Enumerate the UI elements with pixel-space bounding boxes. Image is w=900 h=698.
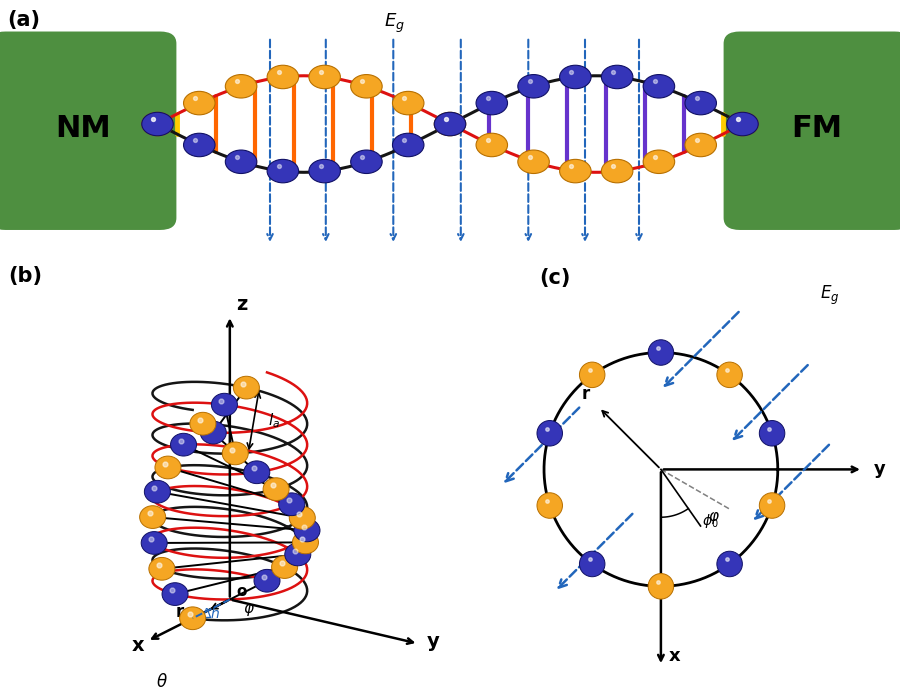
Text: $\varphi$: $\varphi$ [243,602,255,618]
Circle shape [222,442,248,465]
Circle shape [155,456,181,479]
Circle shape [601,159,633,183]
Text: (b): (b) [9,266,42,286]
Text: r: r [176,602,184,621]
Circle shape [476,133,508,157]
Text: $\theta$: $\theta$ [156,673,168,690]
Circle shape [233,376,259,399]
Circle shape [580,551,605,577]
Text: $\varphi$: $\varphi$ [708,510,720,526]
Text: FM: FM [792,114,842,143]
Text: (c): (c) [539,267,571,288]
Circle shape [434,112,466,136]
Text: $\Delta h$: $\Delta h$ [202,607,220,621]
Circle shape [727,112,758,136]
Circle shape [537,493,562,519]
Circle shape [601,65,633,89]
Text: $l_a$: $l_a$ [268,411,280,430]
Circle shape [144,480,170,503]
Text: r: r [581,385,590,403]
Circle shape [263,478,289,500]
Circle shape [294,519,320,542]
Circle shape [476,91,508,115]
Circle shape [717,551,742,577]
Circle shape [685,133,716,157]
Circle shape [392,91,424,115]
Text: NM: NM [55,114,111,143]
Circle shape [225,75,256,98]
Circle shape [717,362,742,387]
Circle shape [351,150,382,174]
Text: (a): (a) [7,10,40,30]
Circle shape [142,112,173,136]
Circle shape [162,583,188,605]
Text: y: y [873,461,886,478]
FancyBboxPatch shape [0,31,176,230]
Circle shape [284,543,310,566]
Circle shape [142,112,173,136]
Text: $E_g$: $E_g$ [383,12,405,35]
Circle shape [201,421,226,444]
Circle shape [212,393,238,416]
Circle shape [289,507,315,529]
Circle shape [254,570,280,592]
Circle shape [184,91,215,115]
Text: x: x [132,636,145,655]
Circle shape [225,150,256,174]
Circle shape [644,150,675,174]
Circle shape [140,506,166,528]
Circle shape [180,607,206,630]
Circle shape [309,159,340,183]
Circle shape [392,133,424,157]
Text: z: z [237,295,248,313]
Text: x: x [669,646,680,664]
Circle shape [351,75,382,98]
Circle shape [184,133,215,157]
Circle shape [141,532,167,554]
Circle shape [434,112,466,136]
Circle shape [244,461,270,484]
FancyBboxPatch shape [724,31,900,230]
Circle shape [648,574,674,599]
Circle shape [148,558,175,580]
Circle shape [648,340,674,365]
Circle shape [309,65,340,89]
Circle shape [580,362,605,387]
Circle shape [537,420,562,446]
Circle shape [272,556,298,579]
Circle shape [292,531,319,554]
Circle shape [267,159,299,183]
Circle shape [685,91,716,115]
Circle shape [727,112,758,136]
Circle shape [518,75,549,98]
Circle shape [560,65,591,89]
Circle shape [518,150,549,174]
Circle shape [267,65,299,89]
Circle shape [279,493,305,516]
Circle shape [760,420,785,446]
Text: y: y [427,632,440,651]
Circle shape [560,159,591,183]
Circle shape [170,433,196,456]
Circle shape [190,413,216,435]
Text: $E_g$: $E_g$ [820,284,840,307]
Text: o: o [237,584,247,599]
Circle shape [760,493,785,519]
Text: $\phi_0$: $\phi_0$ [702,512,719,530]
Circle shape [644,75,675,98]
